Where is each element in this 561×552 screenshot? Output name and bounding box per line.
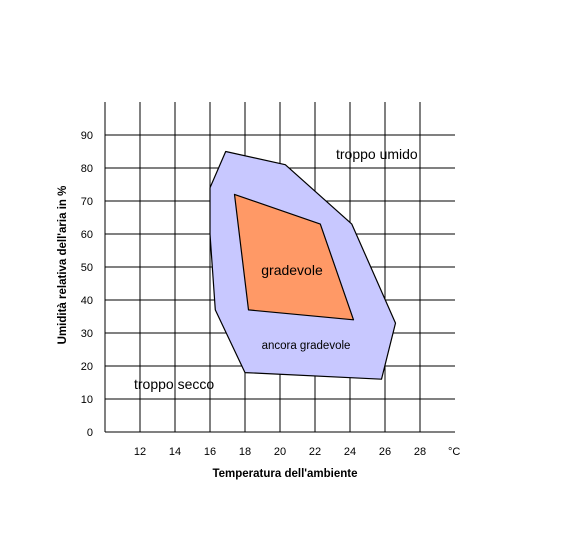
x-tick-label-22: 22 [309,446,321,458]
x-tick-label-20: 20 [274,446,286,458]
y-tick-label-80: 80 [81,163,93,175]
region-label-inner: gradevole [261,262,323,278]
x-axis-unit: °C [448,446,460,458]
y-tick-label-10: 10 [81,394,93,406]
x-axis-title: Temperatura dell'ambiente [212,468,357,480]
x-tick-label-12: 12 [134,446,146,458]
y-tick-label-90: 90 [81,130,93,142]
plot-frame [104,102,455,433]
region-gradevole [233,193,355,321]
y-tick-label-70: 70 [81,196,93,208]
y-tick-label-30: 30 [81,328,93,340]
y-tick-label-60: 60 [81,229,93,241]
y-tick-label-50: 50 [81,262,93,274]
annotation-troppo-umido: troppo umido [336,146,418,162]
x-tick-label-14: 14 [169,446,181,458]
y-axis-title: Umidità relativa dell'aria in % [57,186,69,345]
x-tick-label-16: 16 [204,446,216,458]
comfort-regions [209,150,397,380]
x-tick-label-26: 26 [379,446,391,458]
x-tick-label-24: 24 [344,446,356,458]
y-tick-label-40: 40 [81,295,93,307]
x-tick-label-28: 28 [414,446,426,458]
y-tick-label-20: 20 [81,361,93,373]
x-tick-label-18: 18 [239,446,251,458]
tick-labels: 12 14 16 18 20 22 24 26 28 0 10 20 30 40 50 60 70 80 90 [81,130,426,458]
y-tick-label-0: 0 [87,427,93,439]
annotation-troppo-secco: troppo secco [134,376,214,392]
region-label-outer: ancora gradevole [262,340,351,352]
